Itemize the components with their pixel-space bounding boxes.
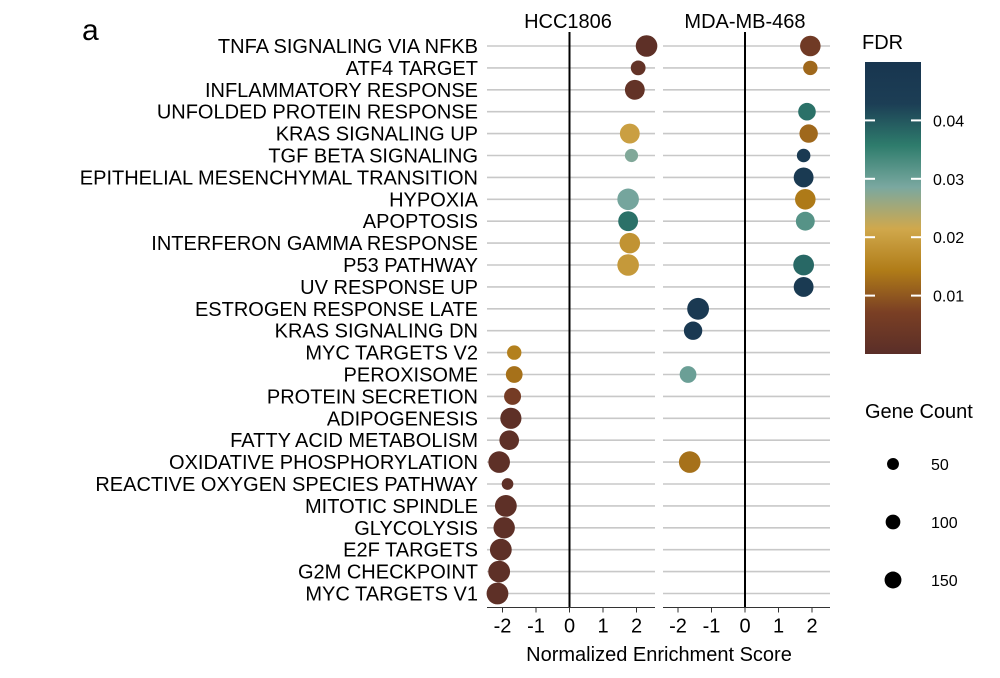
pathway-label: MITOTIC SPINDLE: [305, 496, 478, 518]
pathway-label: KRAS SIGNALING DN: [275, 321, 478, 343]
data-point: [624, 79, 645, 100]
pathway-label: PROTEIN SECRETION: [267, 386, 478, 408]
data-point: [504, 387, 522, 405]
data-point: [800, 35, 821, 57]
pathway-label: ESTROGEN RESPONSE LATE: [195, 299, 478, 321]
data-point: [630, 60, 646, 76]
data-point: [799, 124, 818, 143]
fdr-tick-label: 0.04: [933, 113, 964, 130]
pathway-label: ADIPOGENESIS: [327, 408, 478, 430]
fdr-tick-label: 0.01: [933, 289, 964, 306]
fdr-colorbar: [865, 62, 921, 354]
pathway-label: REACTIVE OXYGEN SPECIES PATHWAY: [95, 474, 478, 496]
x-tick-label: 1: [597, 616, 608, 638]
data-point: [683, 321, 703, 340]
pathway-label: FATTY ACID METABOLISM: [230, 430, 478, 452]
x-tick-label: 0: [564, 616, 575, 638]
panel-title: HCC1806: [524, 11, 612, 33]
fdr-legend-title: FDR: [862, 32, 903, 54]
data-point: [618, 211, 639, 232]
pathway-label: HYPOXIA: [389, 189, 479, 211]
data-point: [507, 345, 522, 360]
data-point: [679, 366, 697, 383]
data-point: [501, 478, 514, 490]
data-point: [617, 254, 639, 276]
x-tick-label: 0: [739, 616, 750, 638]
data-point: [493, 517, 515, 539]
data-point: [687, 297, 709, 320]
gene-count-key: [887, 458, 899, 470]
pathway-label: KRAS SIGNALING UP: [276, 124, 478, 146]
gene-count-key: [884, 571, 902, 589]
data-point: [617, 188, 639, 211]
x-tick-label: -1: [703, 616, 721, 638]
pathway-label: MYC TARGETS V1: [305, 584, 478, 606]
data-point: [500, 407, 522, 429]
pathway-label: UV RESPONSE UP: [300, 277, 478, 299]
panel-title: MDA-MB-468: [684, 11, 805, 33]
data-point: [486, 582, 509, 605]
gene-count-legend: Gene Count 50 100 150: [865, 401, 973, 590]
data-point: [488, 451, 510, 473]
gene-count-key: [885, 514, 901, 530]
fdr-legend: FDR 0.04 0.03 0.02 0.01: [862, 32, 964, 354]
fdr-tick-label: 0.03: [933, 172, 964, 189]
data-point: [499, 430, 520, 451]
x-tick-label: -2: [669, 616, 687, 638]
pathway-label: MYC TARGETS V2: [305, 343, 478, 365]
pathway-label: UNFOLDED PROTEIN RESPONSE: [157, 102, 478, 124]
pathway-label: INTERFERON GAMMA RESPONSE: [151, 233, 478, 255]
x-tick-label: -2: [494, 616, 512, 638]
x-axis-label: Normalized Enrichment Score: [526, 644, 792, 666]
fdr-tick-label: 0.02: [933, 230, 964, 247]
gene-count-label: 100: [931, 515, 958, 532]
data-point: [793, 254, 815, 276]
pathway-label: GLYCOLYSIS: [354, 518, 478, 540]
pathway-label: INFLAMMATORY RESPONSE: [205, 80, 478, 102]
data-point: [494, 495, 517, 517]
data-point: [619, 123, 640, 144]
gene-count-legend-title: Gene Count: [865, 401, 973, 423]
pathway-label: G2M CHECKPOINT: [298, 562, 478, 584]
data-point: [489, 538, 512, 561]
x-tick-label: -1: [527, 616, 545, 638]
data-point: [793, 167, 814, 188]
pathway-label: APOPTOSIS: [363, 211, 478, 233]
data-point: [619, 232, 641, 254]
x-tick-label: 2: [631, 616, 642, 638]
data-point: [795, 189, 816, 210]
data-point: [624, 148, 639, 163]
gene-count-label: 50: [931, 457, 949, 474]
x-tick-label: 2: [806, 616, 817, 638]
panel-mda-mb-468: -2 -1 0 1 2 MDA-MB-468: [663, 11, 830, 638]
pathway-label: EPITHELIAL MESENCHYMAL TRANSITION: [80, 167, 478, 189]
data-point: [505, 366, 523, 383]
pathway-label: TGF BETA SIGNALING: [268, 146, 478, 168]
pathway-label: OXIDATIVE PHOSPHORYLATION: [169, 452, 478, 474]
pathway-label: PEROXISOME: [344, 365, 478, 387]
pathway-label: TNFA SIGNALING VIA NFKB: [218, 36, 478, 58]
data-point: [803, 60, 818, 76]
data-point: [635, 35, 658, 57]
data-point: [796, 148, 811, 163]
pathway-label: ATF4 TARGET: [346, 58, 478, 80]
data-point: [678, 451, 701, 473]
data-point: [488, 560, 511, 583]
pathway-label: P53 PATHWAY: [343, 255, 478, 277]
x-tick-label: 1: [773, 616, 784, 638]
data-point: [795, 211, 815, 231]
pathway-label: E2F TARGETS: [343, 540, 478, 562]
panel-hcc1806: -2 -1 0 1 2 HCC1806: [486, 11, 658, 638]
data-point: [793, 276, 814, 297]
panel-letter: a: [82, 14, 99, 47]
gene-count-label: 150: [931, 573, 958, 590]
data-point: [798, 102, 816, 121]
